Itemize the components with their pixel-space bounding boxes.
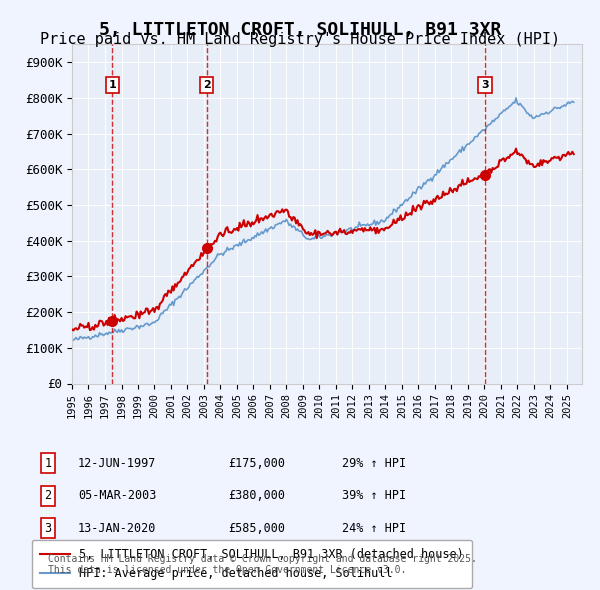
Text: 29% ↑ HPI: 29% ↑ HPI: [342, 457, 406, 470]
Text: 2: 2: [203, 80, 211, 90]
Text: Contains HM Land Registry data © Crown copyright and database right 2025.
This d: Contains HM Land Registry data © Crown c…: [48, 553, 477, 575]
Text: 2: 2: [44, 489, 52, 502]
Text: 12-JUN-1997: 12-JUN-1997: [78, 457, 157, 470]
Text: 3: 3: [44, 522, 52, 535]
Text: 24% ↑ HPI: 24% ↑ HPI: [342, 522, 406, 535]
Legend: 5, LITTLETON CROFT, SOLIHULL, B91 3XR (detached house), HPI: Average price, deta: 5, LITTLETON CROFT, SOLIHULL, B91 3XR (d…: [32, 539, 472, 588]
Text: 5, LITTLETON CROFT, SOLIHULL, B91 3XR: 5, LITTLETON CROFT, SOLIHULL, B91 3XR: [99, 21, 501, 39]
Text: £380,000: £380,000: [228, 489, 285, 502]
Text: 1: 1: [109, 80, 116, 90]
Text: £585,000: £585,000: [228, 522, 285, 535]
Text: 3: 3: [481, 80, 489, 90]
Text: 39% ↑ HPI: 39% ↑ HPI: [342, 489, 406, 502]
Text: 05-MAR-2003: 05-MAR-2003: [78, 489, 157, 502]
Text: 13-JAN-2020: 13-JAN-2020: [78, 522, 157, 535]
Text: 1: 1: [44, 457, 52, 470]
Text: Price paid vs. HM Land Registry's House Price Index (HPI): Price paid vs. HM Land Registry's House …: [40, 32, 560, 47]
Text: £175,000: £175,000: [228, 457, 285, 470]
